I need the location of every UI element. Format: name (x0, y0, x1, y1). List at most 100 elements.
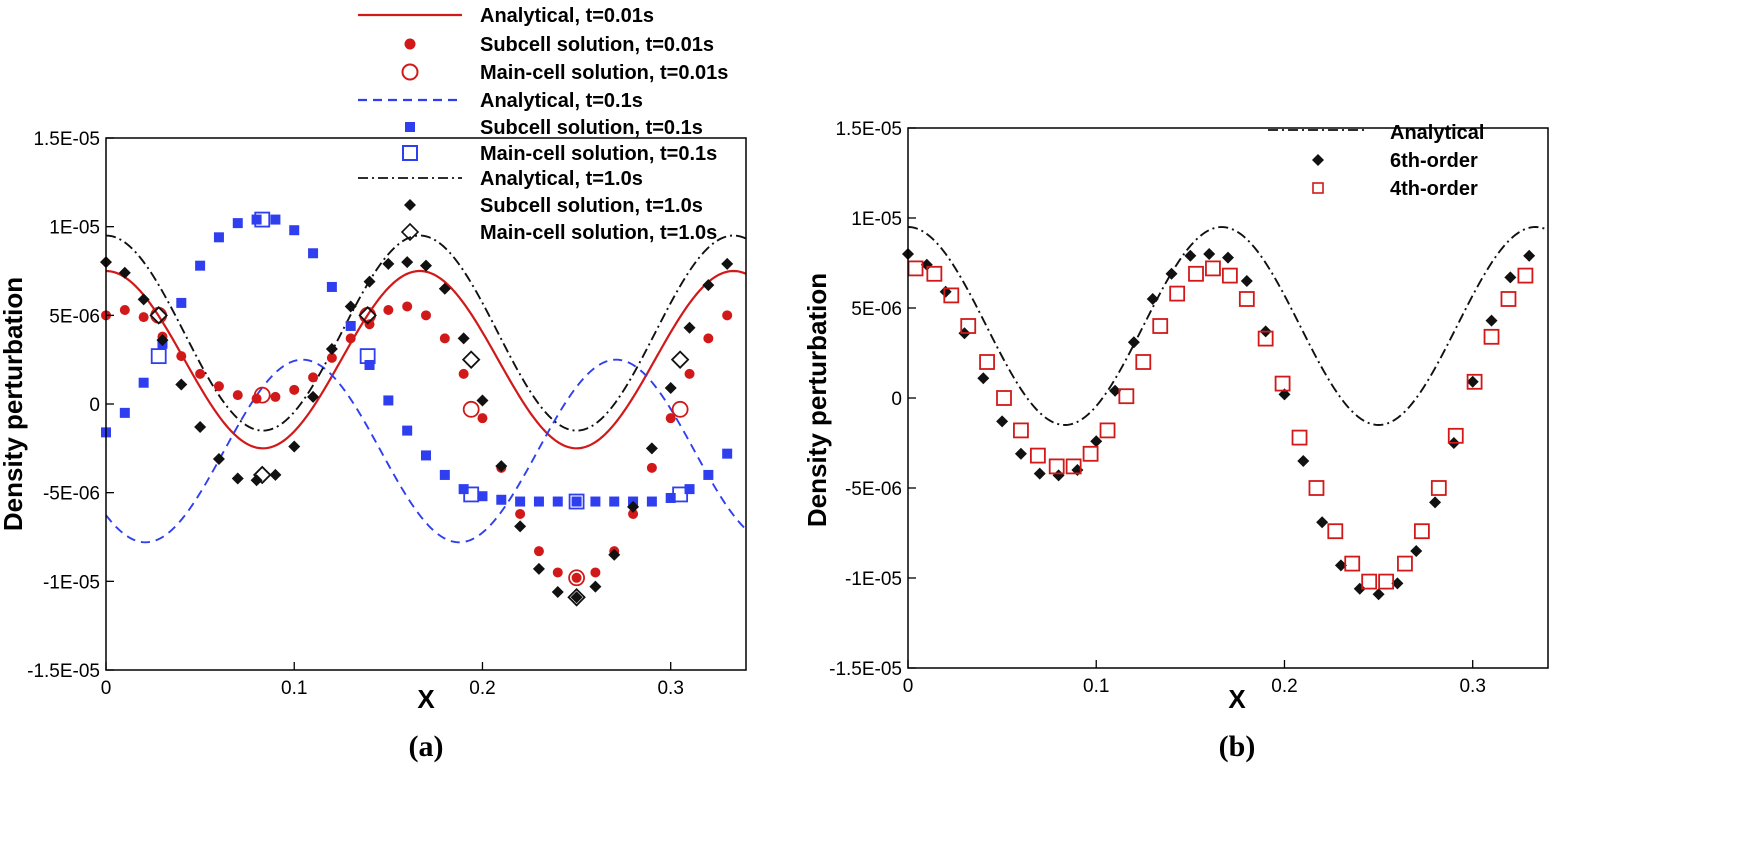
data-point-open-square (1291, 429, 1308, 446)
data-point-filled-diamond (645, 442, 658, 455)
data-point-filled-square (515, 496, 526, 507)
data-point-open-square (1048, 458, 1065, 475)
y-axis-label-a: Density perturbation (0, 277, 28, 531)
data-point-filled-circle (421, 310, 431, 321)
data-point-filled-circle (552, 567, 563, 578)
data-point-filled-square (665, 492, 676, 503)
data-point-filled-diamond (1391, 577, 1404, 590)
legend-label: Main-cell solution, t=0.1s (480, 143, 717, 165)
data-point-open-square (943, 287, 960, 304)
data-point-open-square (926, 265, 943, 282)
data-point-open-square (1065, 458, 1082, 475)
data-point-filled-circle (477, 413, 488, 424)
data-point-filled-diamond (1090, 435, 1103, 448)
data-point-filled-square (289, 225, 300, 236)
data-point-open-square (1327, 523, 1344, 540)
legend-label: Subcell solution, t=0.1s (480, 117, 703, 139)
plot-area-a (100, 211, 747, 607)
data-point-open-square (672, 486, 689, 503)
data-point-filled-circle (289, 384, 300, 395)
data-point-filled-diamond (1372, 588, 1385, 601)
data-point-filled-diamond (1297, 455, 1310, 467)
data-point-filled-circle (176, 351, 187, 362)
data-point-filled-diamond (288, 440, 301, 453)
series-line (907, 226, 1549, 426)
data-point-filled-diamond (137, 293, 150, 306)
data-point-filled-diamond (156, 334, 169, 347)
data-point-open-square (1205, 260, 1221, 277)
data-point-open-square (1099, 422, 1116, 439)
data-point-open-square (1397, 555, 1413, 572)
series-line (105, 358, 747, 544)
panel-label-b: (b) (1219, 730, 1256, 763)
legend-label: Analytical, t=1.0s (480, 168, 643, 190)
data-point-filled-diamond (212, 452, 225, 465)
legend-entry: 4th-order (1312, 178, 1478, 200)
data-point-filled-diamond (1466, 375, 1479, 388)
series-points (150, 306, 689, 587)
data-point-filled-square (308, 248, 319, 259)
data-point-filled-square (364, 359, 375, 370)
y-tick-label: 5E-06 (49, 306, 100, 327)
data-point-filled-circle (138, 312, 149, 323)
data-point-filled-square (684, 484, 695, 495)
data-point-filled-diamond (514, 520, 527, 533)
y-tick-label: -1.5E-05 (829, 659, 902, 680)
legend-entry: Subcell solution, t=0.01s (404, 34, 714, 56)
x-tick-label: 0.1 (281, 678, 307, 699)
legend-marker-open-square (402, 145, 418, 161)
data-point-filled-diamond (1014, 447, 1027, 460)
y-tick-label: 0 (89, 395, 100, 416)
data-point-filled-circle (590, 567, 601, 578)
data-point-filled-diamond (1485, 314, 1498, 327)
series-points (149, 306, 690, 607)
data-point-filled-circle (213, 381, 224, 392)
data-point-open-square (568, 493, 585, 510)
series-points (101, 214, 733, 507)
legend-b: Analytical 6th-order 4th-order (1268, 122, 1484, 200)
data-point-filled-circle (628, 508, 639, 519)
data-point-open-square (1169, 285, 1186, 302)
y-ticks-b: 1.5E-05 1E-05 5E-06 0 -5E-06 -1E-05 -1.5E-05 (829, 119, 916, 680)
data-point-filled-diamond (1504, 271, 1517, 284)
data-point-filled-circle (646, 462, 657, 473)
data-point-filled-circle (533, 546, 544, 557)
data-point-filled-square (270, 214, 281, 225)
axes-frame-a (105, 137, 747, 671)
x-tick-label: 0.3 (657, 678, 683, 699)
data-point-filled-diamond (1203, 248, 1216, 260)
legend-label: Analytical (1390, 122, 1484, 144)
legend-label: Analytical, t=0.1s (480, 90, 643, 112)
x-tick-label: 0.3 (1459, 676, 1485, 697)
data-point-filled-square (138, 377, 149, 388)
data-point-filled-diamond (996, 415, 1009, 428)
data-point-filled-diamond (1334, 559, 1347, 572)
data-point-open-square (907, 260, 924, 277)
data-point-open-diamond (567, 588, 586, 607)
data-point-filled-circle (571, 572, 582, 583)
data-point-filled-circle (383, 305, 394, 316)
data-point-filled-diamond (382, 257, 395, 270)
data-point-filled-diamond (401, 256, 414, 269)
data-point-filled-circle (402, 301, 413, 312)
data-point-open-diamond (149, 306, 168, 325)
data-point-filled-circle (703, 333, 714, 344)
data-point-filled-diamond (608, 548, 621, 561)
data-point-filled-square (119, 407, 130, 418)
data-point-filled-square (232, 218, 243, 229)
data-point-filled-diamond (664, 382, 677, 395)
data-point-filled-diamond (1222, 251, 1234, 264)
panel-b: 1.5E-05 1E-05 5E-06 0 -5E-06 -1E-05 -1.5E-05 0… (802, 119, 1549, 763)
data-point-filled-diamond (702, 279, 715, 292)
legend-marker-open-circle (401, 63, 419, 81)
data-point-filled-diamond (1127, 336, 1140, 349)
data-point-filled-square (402, 425, 413, 436)
legend-marker-filled-circle (404, 38, 416, 50)
y-ticks-a: 1.5E-05 1E-05 5E-06 0 -5E-06 -1E-05 -1.5E-05 (27, 129, 114, 682)
data-point-open-square (1378, 573, 1395, 590)
data-point-filled-diamond (1052, 469, 1065, 482)
data-point-open-square (979, 354, 995, 370)
data-point-filled-square (552, 496, 563, 507)
legend-marker-open-diamond (400, 222, 420, 242)
data-point-open-square (1517, 267, 1534, 284)
